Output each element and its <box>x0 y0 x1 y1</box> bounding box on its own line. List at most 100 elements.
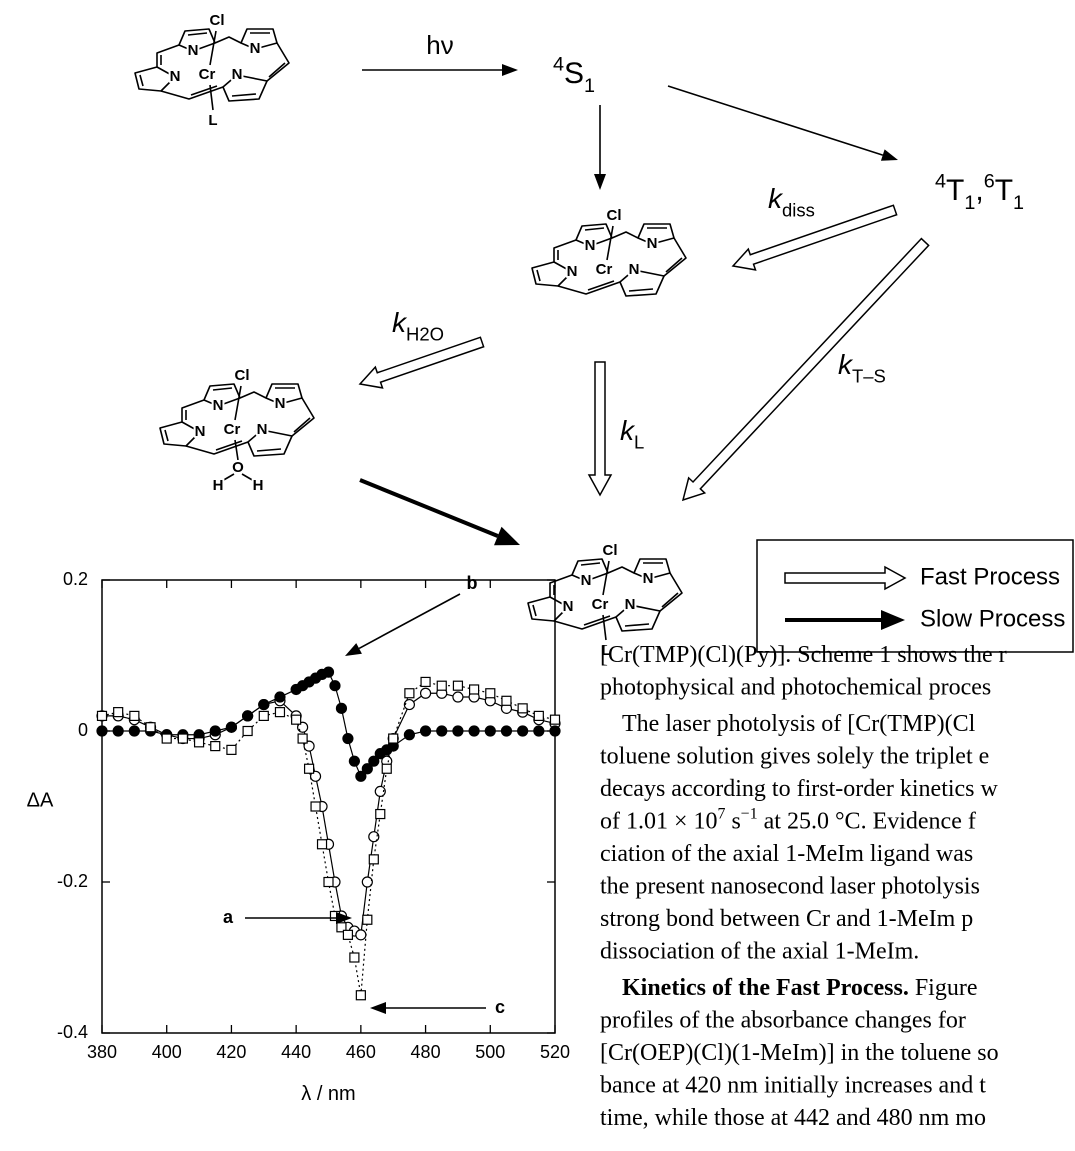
legend-label: Fast Process <box>920 563 1060 590</box>
plot-frame <box>102 580 555 1033</box>
data-point <box>356 991 365 1000</box>
arrow-head <box>502 64 518 76</box>
atom-label: Cr <box>224 421 241 438</box>
data-point <box>243 727 252 736</box>
text-run: s <box>725 809 740 835</box>
text-run: 4 <box>935 170 946 192</box>
x-tick-label: 440 <box>281 1042 311 1062</box>
text-run: 4 <box>553 53 564 75</box>
atom-label: N <box>188 42 199 59</box>
state-label: 4T1,6T1 <box>935 170 1024 214</box>
atom-label: H <box>213 477 224 494</box>
data-point <box>404 730 414 740</box>
bond <box>603 561 609 595</box>
series-label: c <box>495 997 505 1017</box>
text-run: decays according to first-order kinetics… <box>600 776 999 802</box>
data-point <box>226 722 236 732</box>
text-run: 1 <box>964 192 975 214</box>
data-point <box>211 742 220 751</box>
text-run: diss <box>782 199 815 220</box>
text-run: 1 <box>1013 192 1024 214</box>
rate-label: kT–S <box>838 349 886 386</box>
text-run: 7 <box>718 805 726 822</box>
rate-label: kdiss <box>768 183 815 220</box>
data-point <box>534 711 543 720</box>
arrow-shaft <box>359 594 460 648</box>
text-line: of 1.01 × 107 s−1 at 25.0 °C. Evidence f <box>600 805 976 834</box>
data-point <box>324 878 333 887</box>
data-point <box>389 734 398 743</box>
data-point <box>259 711 268 720</box>
text-run: Kinetics of the Fast Process. <box>622 975 909 1001</box>
state-label: 4S1 <box>553 53 595 97</box>
hollow-arrow <box>589 362 611 495</box>
rate-label: kL <box>620 415 644 452</box>
text-run: −1 <box>741 805 758 822</box>
data-point <box>518 704 527 713</box>
x-tick-label: 400 <box>152 1042 182 1062</box>
data-point <box>469 726 479 736</box>
text-run: the present nanosecond laser photolysis <box>600 874 980 900</box>
data-point <box>195 738 204 747</box>
data-point <box>97 726 107 736</box>
text-run: , <box>975 174 983 207</box>
text-line: time, while those at 442 and 480 nm mo <box>600 1105 986 1131</box>
text-line: [Cr(TMP)(Cl)(Py)]. Scheme 1 shows the r <box>600 642 1007 668</box>
text-line: strong bond between Cr and 1-MeIm p <box>600 906 973 932</box>
data-point <box>453 692 463 702</box>
text-line: decays according to first-order kinetics… <box>600 776 999 802</box>
data-point <box>259 700 269 710</box>
text-run: ciation of the axial 1-MeIm ligand was <box>600 841 973 867</box>
text-run: profiles of the absorbance changes for <box>600 1008 966 1034</box>
data-point <box>298 734 307 743</box>
text-line: the present nanosecond laser photolysis <box>600 874 980 900</box>
data-point <box>437 681 446 690</box>
arrow-shaft <box>668 86 883 155</box>
atom-label: Cl <box>210 12 225 29</box>
atom-label: Cr <box>199 66 216 83</box>
hollow-arrow <box>360 337 484 388</box>
text-run: 1 <box>584 75 595 97</box>
data-point <box>369 855 378 864</box>
atom-label: N <box>585 237 596 254</box>
bond <box>210 31 216 65</box>
hollow-arrow <box>785 567 905 589</box>
data-point <box>534 726 544 736</box>
arrow-head <box>345 643 362 656</box>
legend-box <box>757 540 1073 652</box>
data-point <box>470 685 479 694</box>
data-point <box>363 915 372 924</box>
data-point <box>343 734 353 744</box>
atom-label: N <box>625 596 636 613</box>
atom-label: N <box>563 598 574 615</box>
text-run: of 1.01 × 10 <box>600 809 718 835</box>
data-point <box>98 711 107 720</box>
data-point <box>350 953 359 962</box>
data-point <box>330 681 340 691</box>
arrow-head <box>494 527 520 546</box>
data-point <box>324 667 334 677</box>
data-point <box>356 930 366 940</box>
data-point <box>485 726 495 736</box>
data-point <box>129 726 139 736</box>
data-point <box>114 708 123 717</box>
page: ClNNNNCrLClNNNNCrClNNNNCrOHHClNNNNCrLhν4… <box>0 0 1075 1151</box>
data-point <box>146 723 155 732</box>
text-run: T <box>946 174 964 207</box>
x-tick-label: 500 <box>475 1042 505 1062</box>
text-run: L <box>634 431 644 452</box>
data-point <box>311 802 320 811</box>
atom-label: N <box>195 423 206 440</box>
text-line: [Cr(OEP)(Cl)(1-MeIm)] in the toluene so <box>600 1040 999 1066</box>
text-run: at 25.0 °C. Evidence f <box>758 809 976 835</box>
text-line: ciation of the axial 1-MeIm ligand was <box>600 841 973 867</box>
data-point <box>453 681 462 690</box>
data-point <box>292 715 301 724</box>
text-run: 6 <box>984 170 995 192</box>
text-run: Figure <box>909 975 978 1001</box>
data-point <box>243 711 253 721</box>
text-line: profiles of the absorbance changes for <box>600 1008 966 1034</box>
legend-label: Slow Process <box>920 605 1065 632</box>
series-line <box>102 672 555 776</box>
data-point <box>349 756 359 766</box>
